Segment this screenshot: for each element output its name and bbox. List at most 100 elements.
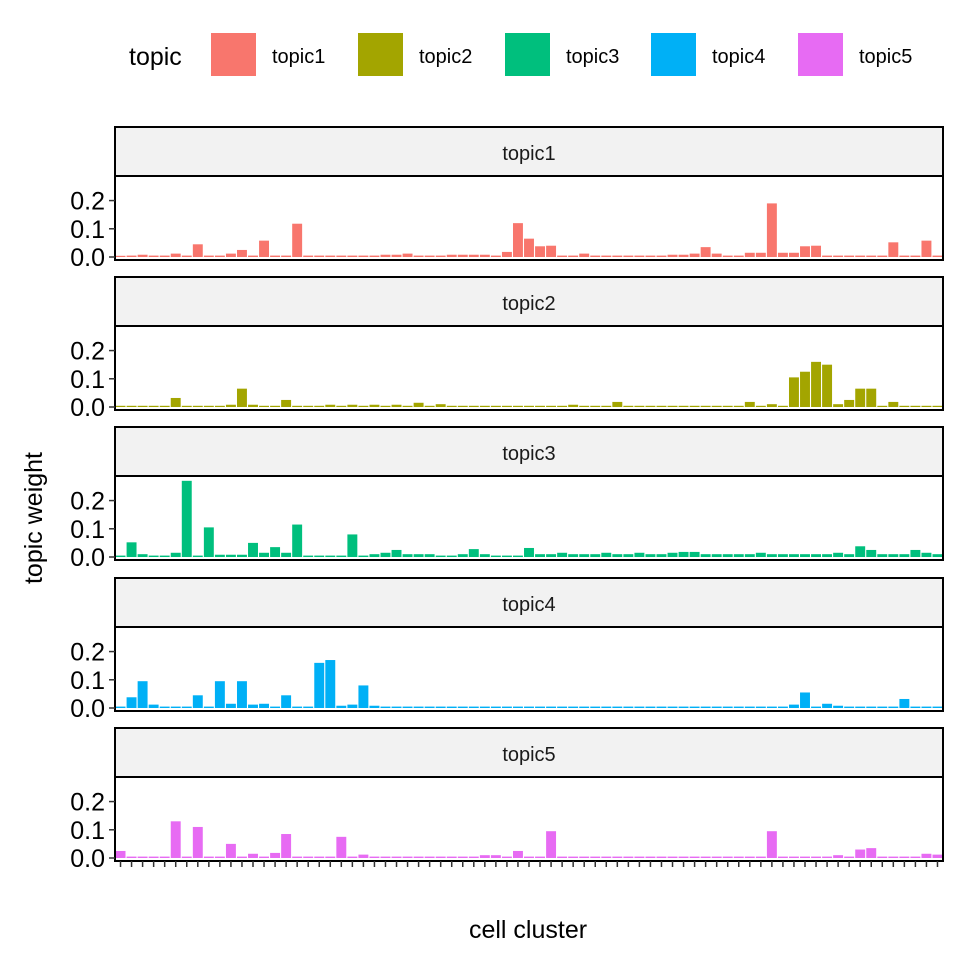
bar-topic5-52 xyxy=(678,856,689,858)
bar-topic2-58 xyxy=(744,401,755,407)
bar-topic1-19 xyxy=(314,255,325,257)
bar-topic1-25 xyxy=(380,254,391,257)
bar-topic2-41 xyxy=(557,405,568,407)
facet-strip xyxy=(114,276,944,327)
bar-topic1-34 xyxy=(479,254,490,257)
bar-topic5-33 xyxy=(468,856,479,858)
bar-topic2-8 xyxy=(192,405,203,407)
bar-topic2-42 xyxy=(568,404,579,407)
bar-topic2-16 xyxy=(281,399,292,407)
bar-topic5-26 xyxy=(391,856,402,858)
bar-topic1-23 xyxy=(358,255,369,257)
bar-topic3-48 xyxy=(634,552,645,557)
bar-topic5-54 xyxy=(700,856,711,858)
bar-topic3-22 xyxy=(347,534,358,557)
bar-topic3-59 xyxy=(755,552,766,557)
bar-topic4-74 xyxy=(921,706,932,708)
bar-topic2-3 xyxy=(137,405,148,407)
bar-topic4-29 xyxy=(424,706,435,708)
bar-topic3-58 xyxy=(744,554,755,557)
bar-topic2-60 xyxy=(766,404,777,407)
bar-topic2-29 xyxy=(424,405,435,407)
facet-strip-label: topic4 xyxy=(502,594,555,616)
bar-topic3-32 xyxy=(457,554,468,557)
bar-topic3-4 xyxy=(148,555,159,557)
bar-topic1-36 xyxy=(501,251,512,257)
bar-topic2-19 xyxy=(314,405,325,407)
bar-topic4-75 xyxy=(932,706,943,708)
bar-topic2-47 xyxy=(623,405,634,407)
bar-topic4-63 xyxy=(800,692,810,708)
bar-topic3-16 xyxy=(281,552,292,557)
bar-topic4-25 xyxy=(380,706,391,708)
bar-topic3-27 xyxy=(402,554,413,557)
bar-topic3-10 xyxy=(214,554,225,557)
bar-topic1-27 xyxy=(402,253,413,257)
bar-topic4-60 xyxy=(766,706,777,708)
bar-topic1-24 xyxy=(369,255,380,257)
x-axis xyxy=(119,861,939,867)
bar-topic5-28 xyxy=(413,856,424,858)
bar-topic2-22 xyxy=(347,404,358,407)
bar-topic5-27 xyxy=(402,856,413,858)
bar-topic2-21 xyxy=(336,405,347,407)
bar-topic2-18 xyxy=(303,405,314,407)
bar-topic1-41 xyxy=(557,255,568,257)
bar-topic2-43 xyxy=(579,405,590,407)
panel-border xyxy=(114,325,944,411)
bar-topic4-37 xyxy=(512,706,523,708)
bar-topic2-51 xyxy=(667,405,678,407)
bar-topic1-7 xyxy=(181,255,192,257)
bar-topic5-34 xyxy=(479,855,490,858)
bar-topic1-54 xyxy=(700,247,711,258)
bar-topic1-20 xyxy=(325,255,336,257)
panel-border xyxy=(114,175,944,261)
bar-topic4-32 xyxy=(457,706,468,708)
bar-topic5-60 xyxy=(766,831,777,858)
bar-topic2-9 xyxy=(203,405,214,407)
bar-topic3-5 xyxy=(159,555,170,557)
bar-topic2-52 xyxy=(678,405,689,407)
bar-topic5-19 xyxy=(314,856,325,858)
bar-topic1-39 xyxy=(535,246,546,257)
y-tick-label: 0.1 xyxy=(70,817,105,845)
facet-strip xyxy=(114,727,944,778)
bar-topic2-69 xyxy=(866,388,877,407)
bar-topic2-45 xyxy=(601,405,612,407)
bar-topic1-49 xyxy=(645,255,656,257)
bar-topic4-4 xyxy=(148,704,159,708)
bar-topic5-42 xyxy=(568,856,579,858)
bar-topic1-15 xyxy=(270,255,281,257)
y-tick-label: 0.1 xyxy=(70,366,105,394)
bar-topic3-39 xyxy=(535,554,546,557)
y-tick-label: 0.2 xyxy=(70,188,105,216)
bar-topic3-26 xyxy=(391,549,402,557)
bar-topic5-2 xyxy=(126,856,137,858)
panel-border xyxy=(114,626,944,712)
bar-topic3-7 xyxy=(181,480,192,557)
bar-topic1-63 xyxy=(800,246,810,257)
panel-border xyxy=(114,776,944,862)
bar-topic4-19 xyxy=(314,662,325,708)
legend-title: topic xyxy=(129,43,182,71)
y-axis-label: topic weight xyxy=(20,452,48,584)
bar-topic4-7 xyxy=(181,706,192,708)
bar-topic4-31 xyxy=(446,706,457,708)
bar-topic3-6 xyxy=(170,552,181,557)
bar-topic4-11 xyxy=(225,703,236,708)
bar-topic2-46 xyxy=(612,401,623,407)
bar-topic5-37 xyxy=(512,850,523,858)
bar-topic3-66 xyxy=(833,552,844,557)
bar-topic4-12 xyxy=(236,681,247,708)
bar-topic5-21 xyxy=(336,836,347,858)
bar-topic1-66 xyxy=(833,255,844,257)
bar-topic3-65 xyxy=(822,554,833,557)
bar-topic2-15 xyxy=(270,405,281,407)
bar-topic3-41 xyxy=(557,552,568,557)
bar-topic4-43 xyxy=(579,706,590,708)
bar-topic5-45 xyxy=(601,856,612,858)
bar-topic3-3 xyxy=(137,554,148,557)
bar-topic2-49 xyxy=(645,405,656,407)
bar-topic1-67 xyxy=(844,255,855,257)
